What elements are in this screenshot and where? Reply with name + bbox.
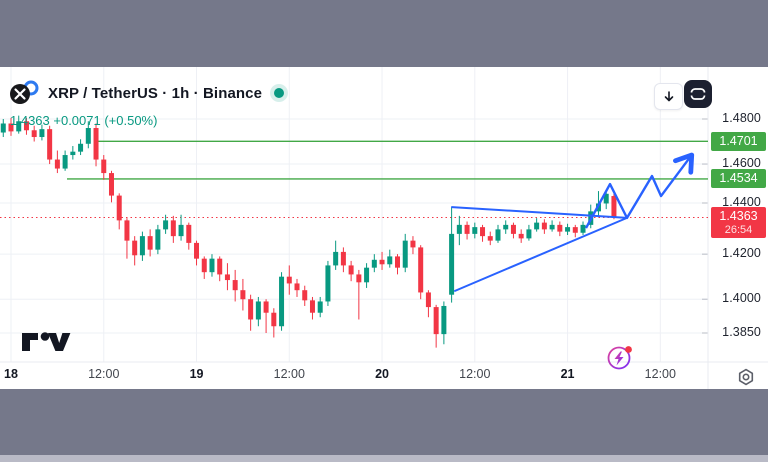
trendline-upper bbox=[451, 206, 628, 219]
bar-countdown: 26:54 bbox=[724, 223, 753, 236]
alert-lightning-button[interactable] bbox=[605, 343, 637, 378]
download-button[interactable] bbox=[654, 83, 683, 110]
candlestick-chart[interactable] bbox=[0, 67, 768, 389]
xrp-logo-icon bbox=[6, 79, 40, 107]
axis-separators bbox=[0, 67, 768, 389]
axis-settings-icon bbox=[738, 368, 754, 386]
download-arrow-icon bbox=[664, 90, 673, 101]
time-tick-label: 20 bbox=[375, 367, 389, 381]
time-tick-label: 12:00 bbox=[273, 367, 305, 381]
symbol-header: XRP / TetherUS · 1h · Binance 1.4363 +0.… bbox=[0, 79, 285, 128]
bottom-chrome-bar bbox=[0, 389, 768, 455]
price-tick-label: 1.4200 bbox=[722, 246, 761, 261]
price-tick-label: 1.4600 bbox=[722, 156, 761, 171]
chart-panel: XRP / TetherUS · 1h · Binance 1.4363 +0.… bbox=[0, 67, 768, 389]
market-status-dot-icon[interactable] bbox=[274, 88, 285, 98]
symbol-title[interactable]: XRP / TetherUS · 1h · Binance bbox=[48, 84, 263, 102]
price-change-readout: 1.4363 +0.0071 (+0.50%) bbox=[10, 113, 158, 128]
price-tick-label: 1.4400 bbox=[722, 195, 761, 209]
time-tick-label: 18 bbox=[4, 367, 18, 381]
bottom-edge-strip bbox=[0, 455, 768, 462]
last-price-label: 1.4363 26:54 bbox=[711, 206, 766, 238]
level-price-label: 1.4701 bbox=[711, 131, 766, 151]
trendline-lower bbox=[454, 216, 628, 292]
trendline-drawings[interactable] bbox=[451, 152, 695, 292]
top-chrome-bar bbox=[0, 0, 768, 67]
time-tick-label: 12:00 bbox=[88, 367, 120, 381]
time-tick-label: 12:00 bbox=[459, 367, 491, 381]
time-tick-label: 12:00 bbox=[644, 367, 676, 381]
support-resistance-lines[interactable] bbox=[67, 140, 708, 180]
axis-settings-button[interactable] bbox=[735, 367, 757, 394]
level-price-label: 1.4534 bbox=[711, 169, 766, 189]
price-tick-label: 1.3850 bbox=[722, 324, 761, 339]
screenshot-frame-icon bbox=[689, 88, 707, 100]
price-tick-label: 1.4000 bbox=[722, 291, 761, 306]
lightning-alert-icon bbox=[607, 346, 632, 370]
last-price-value: 1.4363 bbox=[719, 208, 758, 223]
screenshot-button[interactable] bbox=[684, 80, 712, 108]
projection-arrow bbox=[584, 152, 695, 229]
time-tick-label: 21 bbox=[560, 367, 575, 381]
candles-group bbox=[0, 115, 617, 348]
price-tick-label: 1.4800 bbox=[722, 111, 761, 125]
time-tick-label: 19 bbox=[189, 367, 204, 381]
tradingview-logo[interactable] bbox=[20, 330, 78, 359]
